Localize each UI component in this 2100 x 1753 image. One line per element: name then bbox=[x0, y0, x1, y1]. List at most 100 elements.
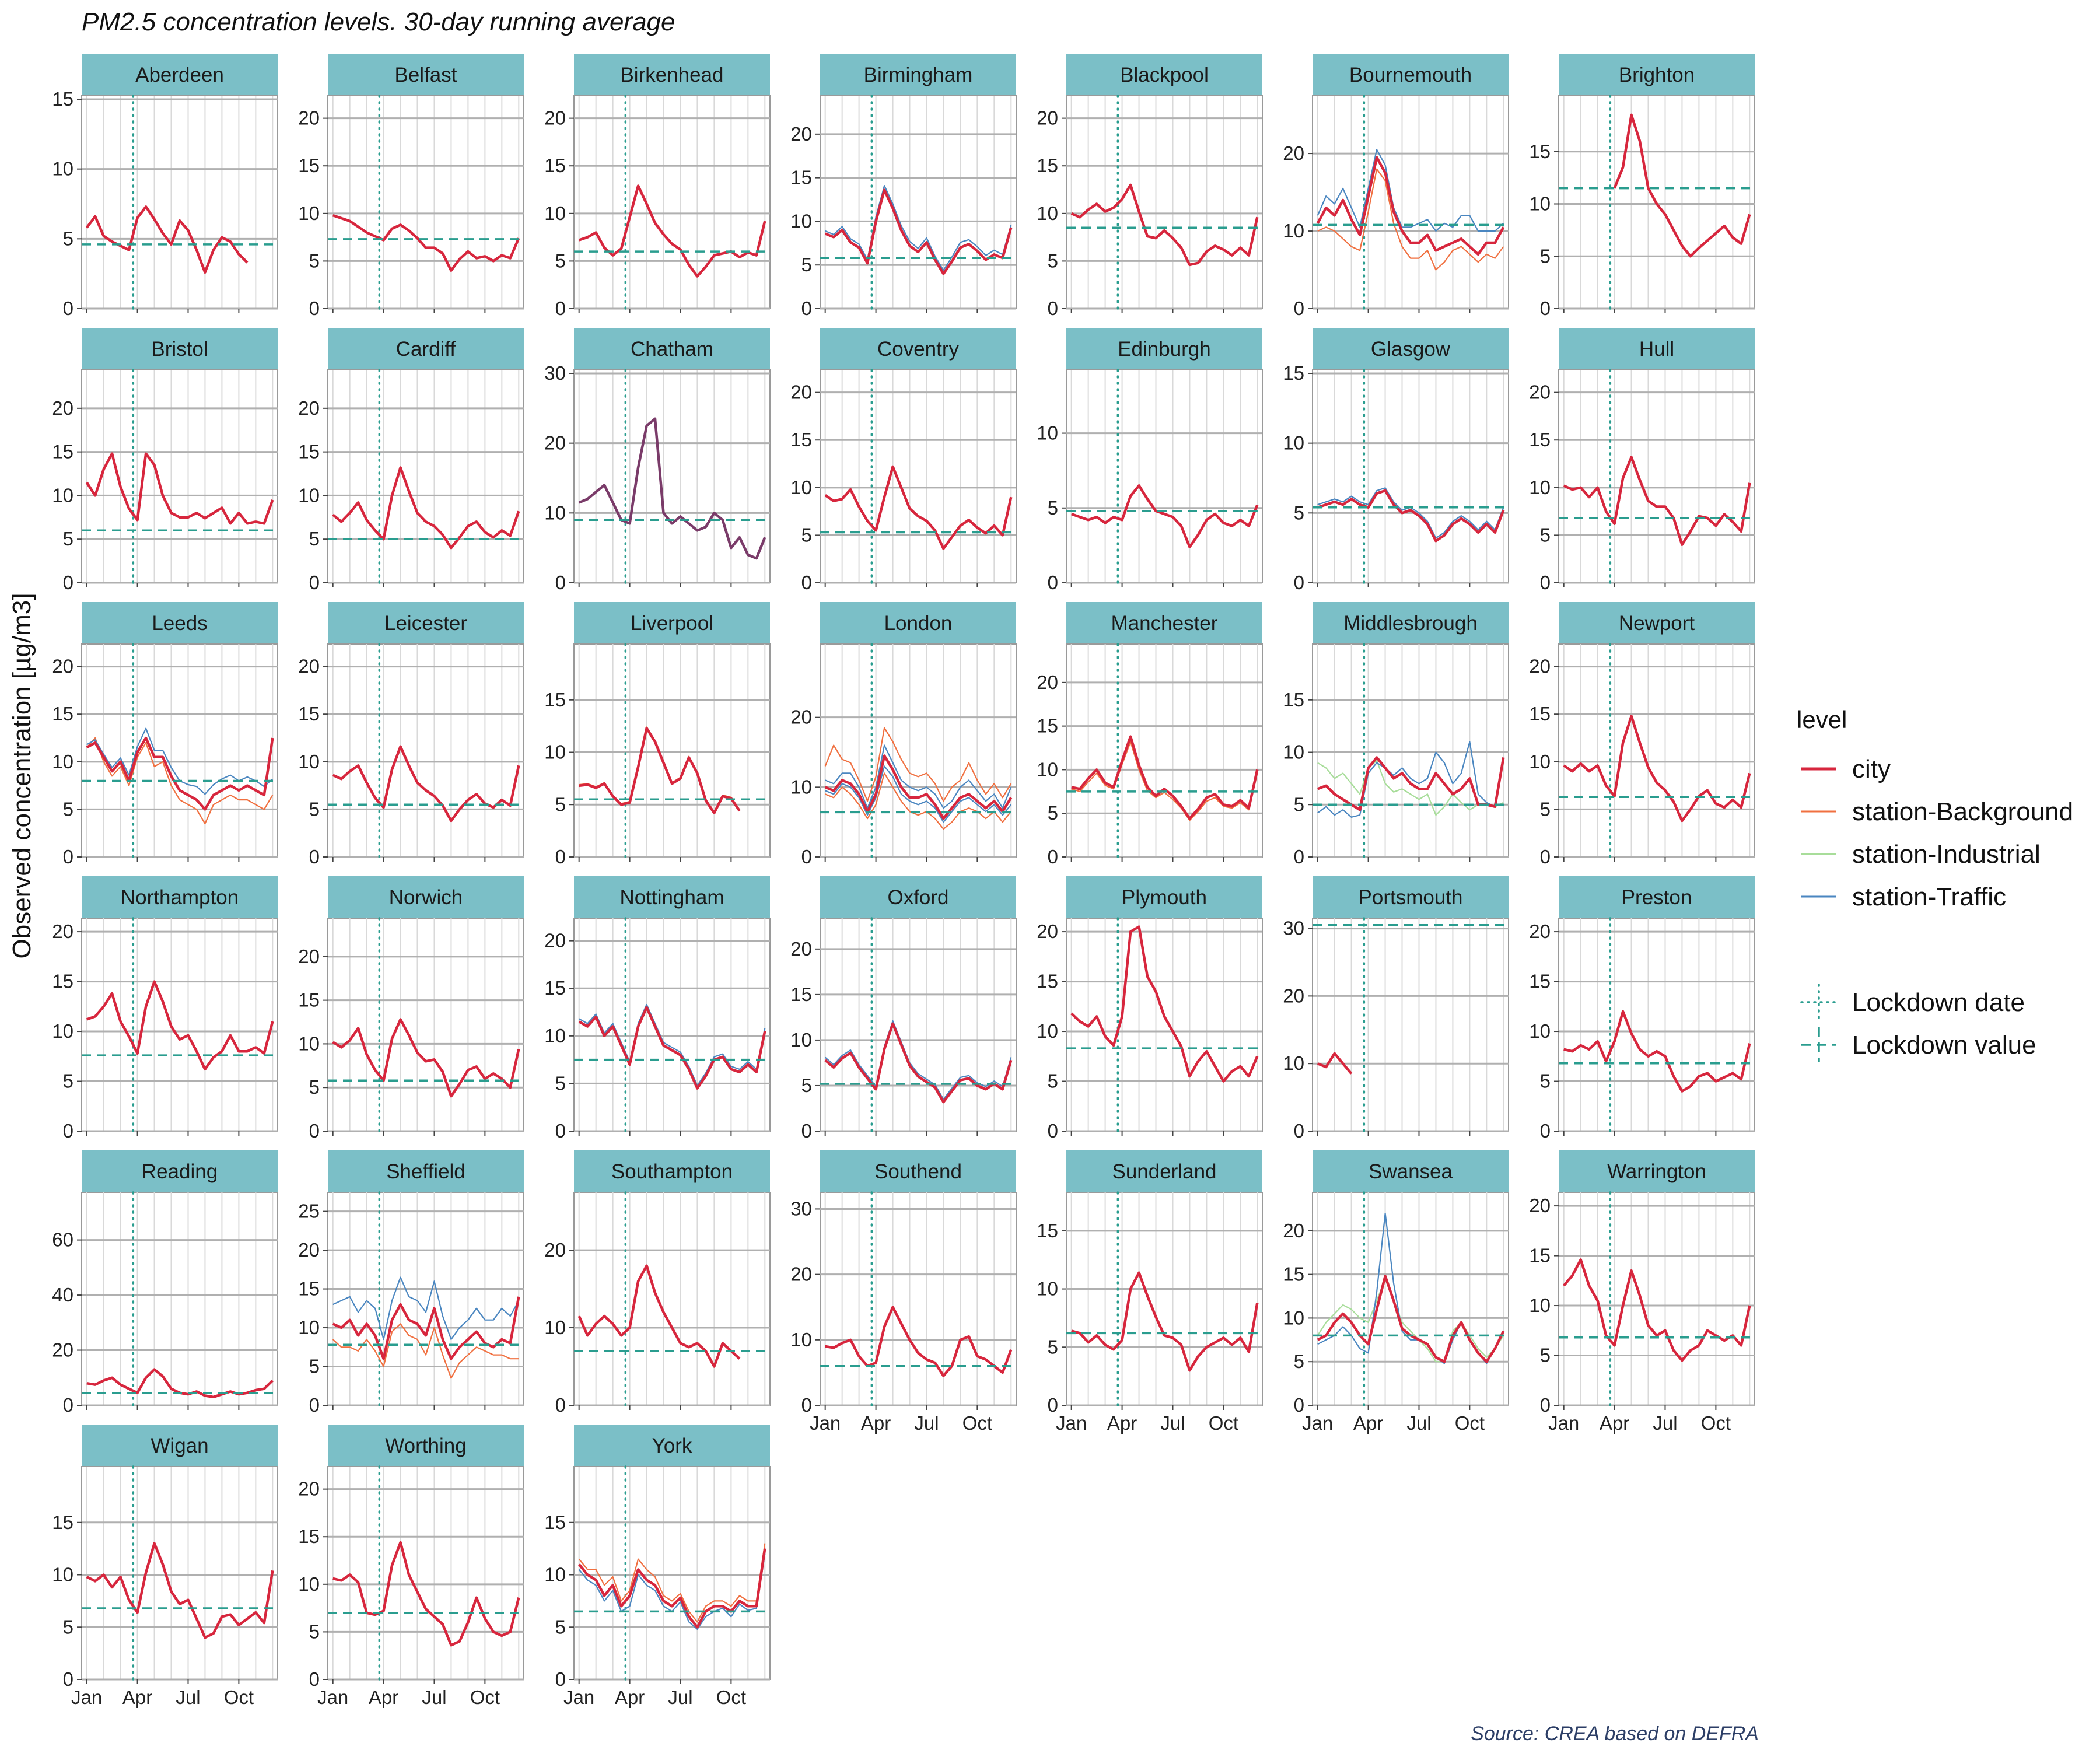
panel-plot-area bbox=[820, 369, 1017, 583]
panel-strip bbox=[574, 54, 770, 96]
panel-strip bbox=[1312, 1150, 1508, 1192]
panel-plot-area bbox=[1312, 918, 1509, 1132]
panel-cardiff: Cardiff 0 5 10 15 20 bbox=[298, 328, 524, 593]
y-tick-label: 20 bbox=[298, 397, 320, 419]
panel-title: Manchester bbox=[1111, 612, 1218, 635]
y-tick-label: 10 bbox=[1283, 220, 1304, 242]
y-tick-label: 20 bbox=[298, 1239, 320, 1261]
series-line-station-industrial bbox=[1317, 760, 1504, 816]
series-line-city bbox=[824, 188, 1013, 275]
y-tick-label: 15 bbox=[52, 1511, 74, 1533]
series-line-city bbox=[86, 1542, 274, 1639]
y-tick-label: 10 bbox=[52, 1564, 74, 1586]
y-tick-label: 10 bbox=[1283, 741, 1304, 763]
y-tick-label: 20 bbox=[544, 930, 566, 951]
y-tick-label: 10 bbox=[298, 1033, 320, 1054]
panel-strip bbox=[1066, 54, 1262, 96]
y-tick-label: 15 bbox=[52, 971, 74, 992]
panel-liverpool: Liverpool 0 5 10 15 bbox=[544, 602, 771, 867]
series-line-city bbox=[1563, 715, 1751, 823]
panel-brighton: Brighton 0 5 10 15 bbox=[1529, 54, 1755, 319]
y-tick-label: 0 bbox=[1540, 1120, 1550, 1142]
panel-plot-area bbox=[573, 643, 771, 858]
legend-key-lockdown-value bbox=[1801, 1027, 1836, 1062]
series-line-city bbox=[1317, 1052, 1353, 1075]
y-tick-label: 10 bbox=[1529, 751, 1550, 772]
panel-title: York bbox=[652, 1434, 692, 1457]
y-tick-label: 30 bbox=[790, 1198, 812, 1219]
y-tick-label: 10 bbox=[1529, 193, 1550, 215]
panel-strip bbox=[574, 602, 770, 644]
y-tick-label: 15 bbox=[790, 429, 812, 450]
x-tick-label: Jul bbox=[668, 1686, 692, 1708]
y-tick-label: 10 bbox=[298, 202, 320, 224]
y-tick-label: 20 bbox=[790, 382, 812, 403]
panel-title: Nottingham bbox=[620, 886, 724, 909]
y-tick-label: 15 bbox=[544, 977, 566, 999]
y-tick-label: 15 bbox=[52, 703, 74, 725]
legend-title: level bbox=[1797, 706, 1847, 733]
series-line-city bbox=[332, 1018, 520, 1098]
panel-warrington: Warrington 0 5 10 15 20 Jan Apr Jul Oct bbox=[1529, 1150, 1755, 1434]
panel-plot-area bbox=[1558, 369, 1755, 583]
panel-title: Warrington bbox=[1607, 1160, 1706, 1183]
y-tick-label: 10 bbox=[544, 1025, 566, 1047]
x-tick-label: Oct bbox=[716, 1686, 746, 1708]
series-line-city bbox=[1613, 113, 1751, 258]
panel-plot-area bbox=[820, 95, 1017, 309]
y-tick-label: 15 bbox=[1529, 703, 1550, 725]
y-tick-label: 20 bbox=[544, 107, 566, 129]
y-tick-label: 5 bbox=[555, 250, 566, 271]
y-tick-label: 15 bbox=[298, 1525, 320, 1547]
panel-title: Edinburgh bbox=[1118, 338, 1211, 361]
panel-plot-area bbox=[81, 643, 278, 858]
y-tick-label: 0 bbox=[555, 1668, 566, 1690]
y-tick-label: 20 bbox=[544, 1239, 566, 1261]
panel-strip bbox=[1066, 1150, 1262, 1192]
x-tick-label: Apr bbox=[1107, 1412, 1137, 1434]
y-tick-label: 15 bbox=[298, 155, 320, 176]
y-tick-label: 5 bbox=[1540, 1345, 1550, 1366]
y-tick-label: 0 bbox=[309, 1668, 320, 1690]
legend-label-station-industrial: station-Industrial bbox=[1852, 840, 2041, 869]
y-tick-label: 15 bbox=[790, 167, 812, 188]
series-line-station-traffic bbox=[825, 765, 1012, 823]
panel-strip bbox=[1312, 328, 1508, 370]
y-tick-label: 10 bbox=[1283, 1052, 1304, 1074]
y-tick-label: 0 bbox=[802, 572, 812, 593]
y-tick-label: 5 bbox=[309, 1621, 320, 1642]
x-tick-label: Oct bbox=[963, 1412, 992, 1434]
y-tick-label: 15 bbox=[544, 1511, 566, 1533]
panel-york: York 0 5 10 15 Jan Apr Jul Oct bbox=[544, 1425, 771, 1708]
panel-strip bbox=[1312, 602, 1508, 644]
y-tick-label: 15 bbox=[1529, 429, 1550, 450]
panel-strip bbox=[1559, 328, 1755, 370]
panel-plot-area bbox=[1312, 369, 1509, 583]
panel-glasgow: Glasgow 0 5 10 15 bbox=[1283, 328, 1509, 593]
y-tick-label: 5 bbox=[309, 528, 320, 550]
y-tick-label: 0 bbox=[555, 298, 566, 319]
panel-coventry: Coventry 0 5 10 15 20 bbox=[790, 328, 1017, 593]
y-tick-label: 5 bbox=[555, 793, 566, 815]
y-tick-label: 20 bbox=[1529, 1195, 1550, 1216]
panel-title: Brighton bbox=[1619, 64, 1695, 86]
panel-strip bbox=[1066, 876, 1262, 918]
x-tick-label: Apr bbox=[1600, 1412, 1629, 1434]
panel-title: Bournemouth bbox=[1349, 64, 1472, 86]
legend-label-station-background: station-Background bbox=[1852, 797, 2073, 826]
y-tick-label: 10 bbox=[1037, 1020, 1058, 1042]
panel-blackpool: Blackpool 0 5 10 15 20 bbox=[1037, 54, 1263, 319]
y-tick-label: 10 bbox=[790, 210, 812, 232]
panel-title: Northampton bbox=[121, 886, 239, 909]
panel-title: Cardiff bbox=[396, 338, 456, 361]
x-tick-label: Jul bbox=[914, 1412, 939, 1434]
y-tick-label: 15 bbox=[790, 984, 812, 1005]
series-line-station-traffic bbox=[825, 185, 1012, 271]
y-tick-label: 0 bbox=[1294, 298, 1304, 319]
y-tick-label: 15 bbox=[52, 441, 74, 463]
y-tick-label: 0 bbox=[555, 1120, 566, 1142]
y-tick-label: 10 bbox=[790, 477, 812, 498]
y-tick-label: 5 bbox=[63, 1070, 74, 1092]
panel-strip bbox=[1066, 602, 1262, 644]
panel-norwich: Norwich 0 5 10 15 20 bbox=[298, 876, 524, 1142]
